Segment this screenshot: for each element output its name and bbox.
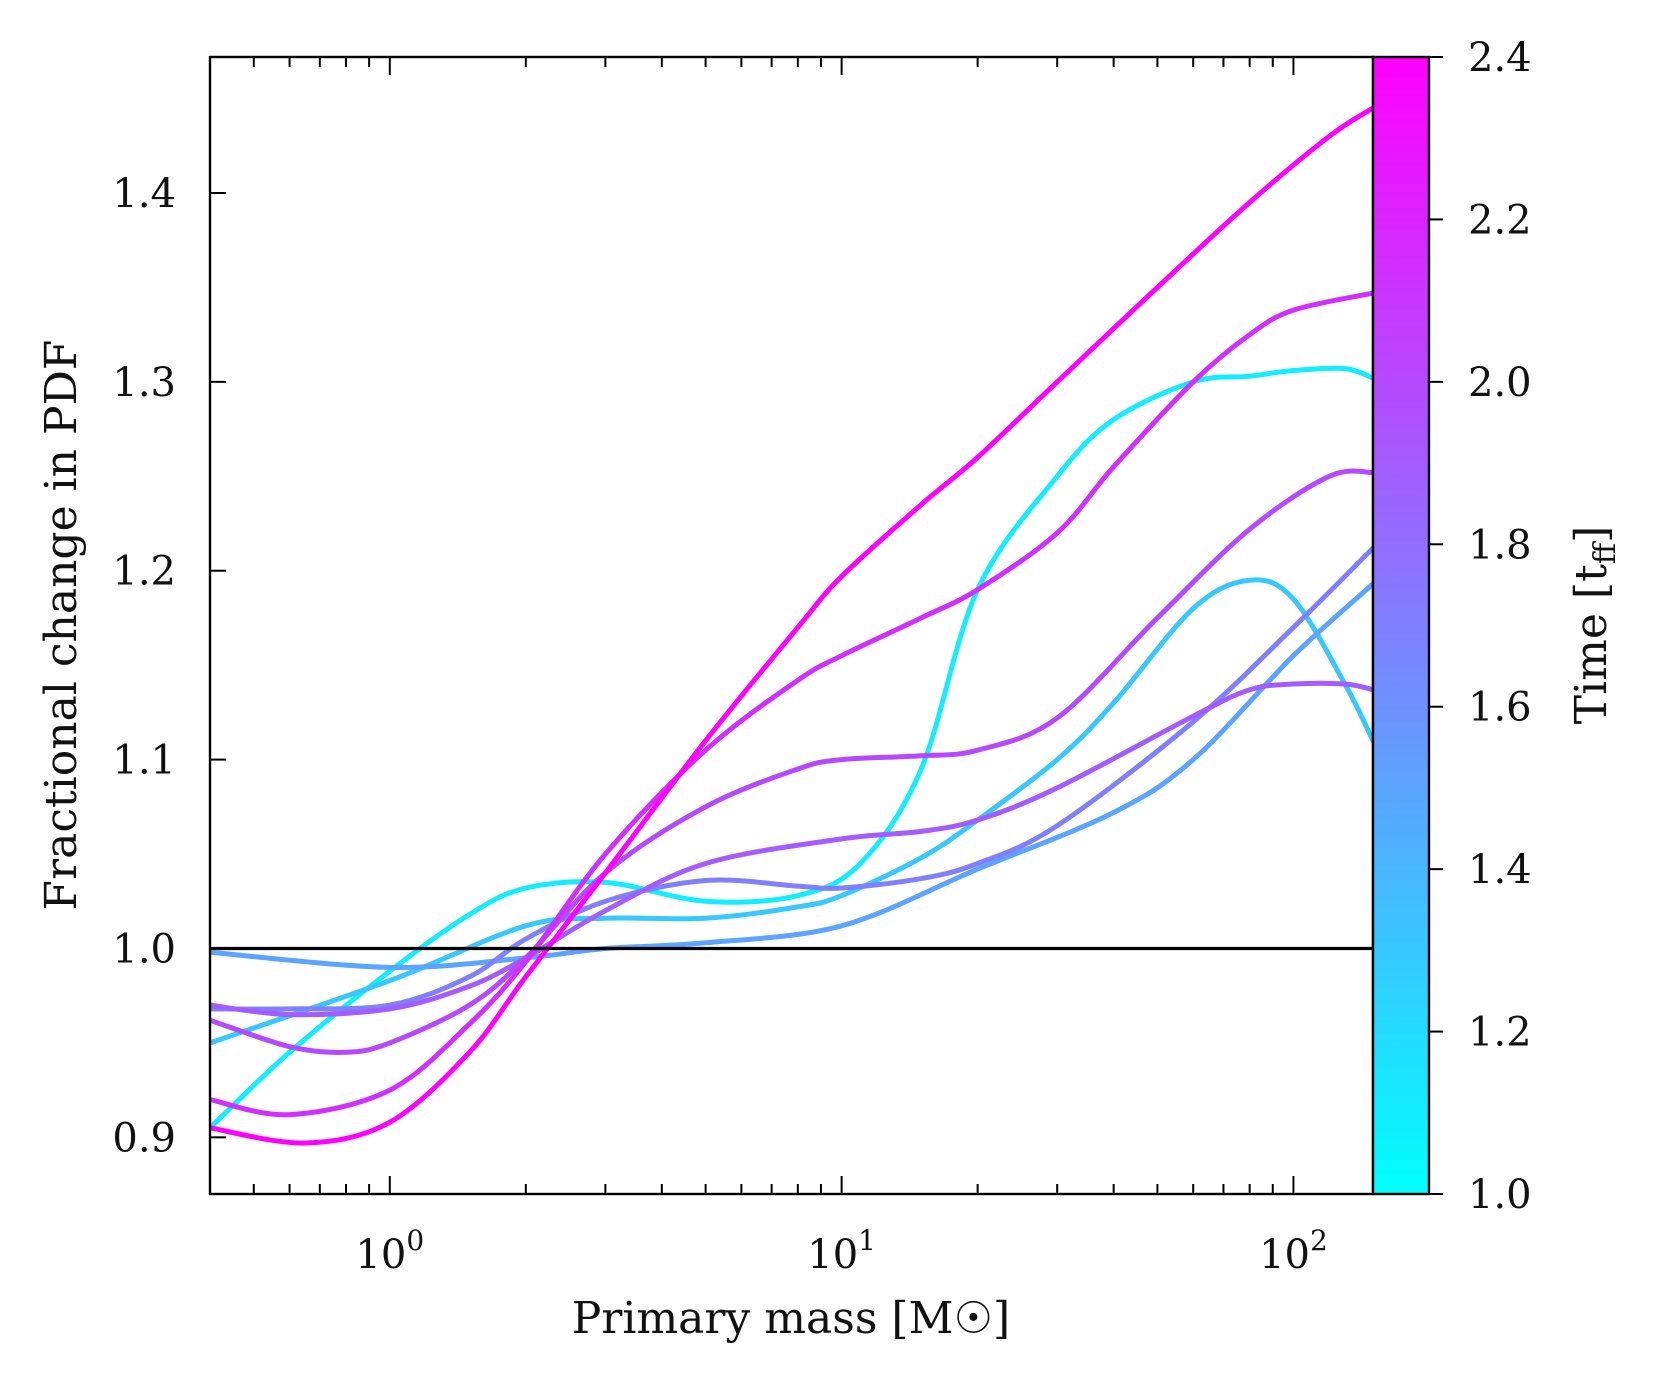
x-tick-label: 101 — [807, 1224, 876, 1278]
x-tick-label: 102 — [1259, 1224, 1328, 1278]
x-tick-label-exponent: 2 — [1310, 1224, 1328, 1257]
y-tick-label: 1.0 — [112, 926, 176, 972]
colorbar-label-sub: ff — [1588, 540, 1623, 564]
colorbar-gradient — [1371, 55, 1431, 1196]
colorbar-tick-label: 1.0 — [1468, 1172, 1532, 1218]
y-axis-label: Fractional change in PDF — [36, 340, 87, 911]
colorbar-tick-label: 1.8 — [1468, 522, 1532, 568]
series-line-1 — [210, 365, 1373, 1131]
colorbar: 1.0 1.2 1.4 1.6 1.8 2.0 2.2 2.4 — [1371, 35, 1532, 1218]
series-line-6 — [210, 468, 1373, 1055]
series-line-5 — [210, 680, 1373, 1018]
x-axis-ticks: 100 101 102 — [209, 57, 1328, 1278]
colorbar-tick-label: 1.6 — [1468, 685, 1532, 731]
y-tick-label: 0.9 — [112, 1115, 176, 1161]
colorbar-label: Time [tff] — [1566, 526, 1623, 725]
series-layer — [210, 105, 1373, 1146]
x-tick-label: 100 — [355, 1224, 424, 1278]
colorbar-tick-label: 1.4 — [1468, 847, 1532, 893]
series-line-7 — [210, 290, 1373, 1118]
series-line-4 — [210, 545, 1373, 1012]
y-tick-label: 1.4 — [112, 171, 176, 217]
y-tick-label: 1.1 — [112, 738, 176, 784]
plot-background — [210, 57, 1373, 1194]
y-axis-ticks: 0.9 1.0 1.1 1.2 1.3 1.4 — [112, 171, 226, 1161]
x-tick-label-exponent: 1 — [858, 1224, 876, 1257]
y-tick-label: 1.3 — [112, 360, 176, 406]
colorbar-label-main: Time [t — [1566, 564, 1617, 724]
y-tick-label: 1.2 — [112, 549, 176, 595]
x-axis-label: Primary mass [M☉] — [572, 1293, 1010, 1344]
x-tick-label-base: 10 — [807, 1232, 858, 1278]
colorbar-tick-label: 2.4 — [1468, 35, 1532, 81]
x-tick-label-base: 10 — [1259, 1232, 1310, 1278]
plot-area: 100 101 102 0.91.01.11.21.31.4 — [112, 55, 1375, 1278]
colorbar-tick-label: 2.2 — [1468, 197, 1532, 243]
colorbar-ticks: 1.0 1.2 1.4 1.6 1.8 2.0 2.2 2.4 — [1429, 35, 1532, 1218]
series-line-8 — [210, 105, 1373, 1146]
x-tick-label-exponent: 0 — [406, 1224, 424, 1257]
colorbar-tick-label: 2.0 — [1468, 360, 1532, 406]
series-line-3 — [210, 581, 1373, 970]
series-line-2 — [210, 577, 1373, 1046]
colorbar-tick-label: 1.2 — [1468, 1010, 1532, 1056]
x-tick-label-base: 10 — [355, 1232, 406, 1278]
colorbar-label-end: ] — [1566, 526, 1617, 543]
